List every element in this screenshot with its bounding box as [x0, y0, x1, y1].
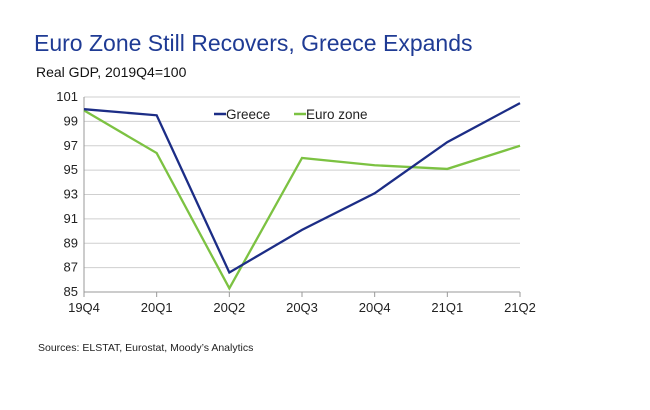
chart-title: Euro Zone Still Recovers, Greece Expands: [34, 30, 473, 56]
series-line-euro-zone: [83, 109, 521, 291]
y-tick-label: 85: [64, 284, 78, 299]
x-tick-label: 20Q3: [286, 300, 318, 315]
y-tick-label: 89: [64, 235, 78, 250]
chart-subtitle: Real GDP, 2019Q4=100: [36, 64, 187, 80]
x-tick-label: 20Q4: [359, 300, 391, 315]
x-tick-label: 20Q2: [213, 300, 245, 315]
legend-label: Euro zone: [306, 107, 368, 122]
legend-label: Greece: [226, 107, 270, 122]
x-tick-label: 20Q1: [141, 300, 173, 315]
x-tick-label: 19Q4: [68, 300, 100, 315]
y-tick-label: 101: [56, 89, 78, 104]
y-tick-label: 91: [64, 211, 78, 226]
sources-note: Sources: ELSTAT, Eurostat, Moody’s Analy…: [38, 342, 254, 354]
y-tick-label: 95: [64, 162, 78, 177]
y-tick-label: 93: [64, 187, 78, 202]
y-tick-label: 97: [64, 138, 78, 153]
y-tick-label: 87: [64, 260, 78, 275]
x-tick-label: 21Q2: [504, 300, 536, 315]
x-tick-label: 21Q1: [431, 300, 463, 315]
y-tick-label: 99: [64, 113, 78, 128]
series-line-greece: [83, 102, 521, 275]
